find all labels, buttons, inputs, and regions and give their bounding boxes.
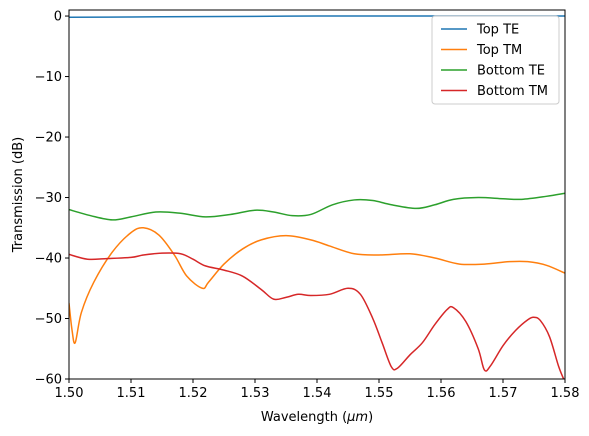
legend-label-top-te: Top TE <box>476 23 519 38</box>
y-axis-label: Transmission (dB) <box>11 137 26 253</box>
legend-label-bottom-te: Bottom TE <box>477 64 545 79</box>
series-line-bottom-tm <box>69 252 565 379</box>
y-tick-label: −20 <box>35 131 62 146</box>
y-tick-label: −40 <box>35 252 62 267</box>
x-tick-label: 1.56 <box>427 386 456 401</box>
series-line-bottom-te <box>69 192 565 221</box>
series-line-top-tm <box>69 226 565 345</box>
x-tick-label: 1.54 <box>303 386 332 401</box>
x-tick-label: 1.52 <box>179 386 208 401</box>
y-tick-label: −10 <box>35 70 62 85</box>
y-tick-label: 0 <box>54 10 62 25</box>
y-tick-label: −60 <box>35 373 62 388</box>
y-tick-label: −50 <box>35 312 62 327</box>
y-axis-ticks: 0 −10 −20 −30 −40 −50 −60 <box>35 10 69 388</box>
x-tick-label: 1.58 <box>551 386 580 401</box>
legend-label-top-tm: Top TM <box>476 43 522 58</box>
x-tick-label: 1.57 <box>489 386 518 401</box>
legend-box <box>431 15 560 105</box>
x-tick-label: 1.55 <box>365 386 394 401</box>
x-axis-ticks: 1.50 1.51 1.52 1.53 1.54 1.55 1.56 1.57 1.58 <box>55 379 580 401</box>
x-tick-label: 1.51 <box>117 386 146 401</box>
x-axis-label: Wavelength (μm) <box>261 410 373 425</box>
y-tick-label: −30 <box>35 191 62 206</box>
x-tick-label: 1.53 <box>241 386 270 401</box>
legend: Top TE Top TM Bottom TE Bottom TM <box>431 15 560 105</box>
x-tick-label: 1.50 <box>55 386 84 401</box>
legend-label-bottom-tm: Bottom TM <box>477 84 548 99</box>
